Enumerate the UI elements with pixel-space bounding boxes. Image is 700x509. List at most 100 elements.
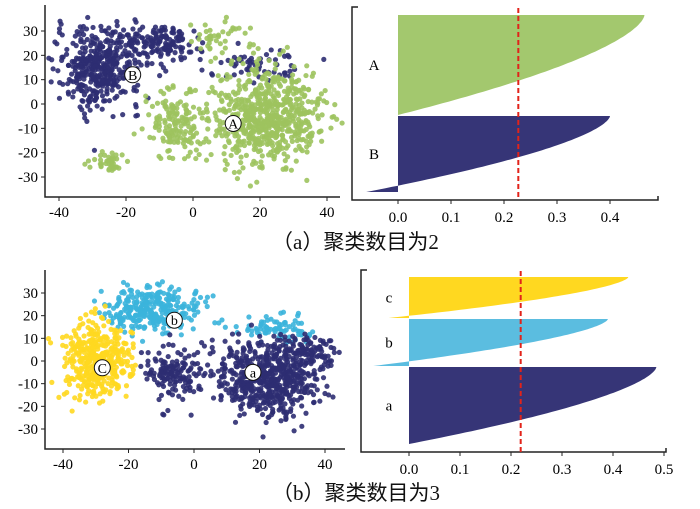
data-point	[247, 183, 254, 189]
data-point	[116, 67, 122, 73]
data-point	[282, 334, 288, 340]
data-point	[283, 166, 289, 172]
data-point	[170, 57, 176, 63]
data-point	[210, 293, 216, 299]
data-point	[92, 67, 98, 73]
y-tick-label: 20	[23, 48, 38, 64]
data-point	[130, 294, 136, 301]
data-point	[81, 333, 87, 339]
data-point	[97, 152, 104, 159]
data-point	[248, 322, 255, 328]
cluster-label-marker	[165, 311, 183, 329]
data-point	[246, 314, 252, 320]
data-point	[152, 312, 158, 318]
data-point	[290, 333, 296, 339]
data-point	[80, 321, 86, 327]
data-point	[290, 357, 296, 363]
data-point	[83, 26, 90, 32]
data-point	[123, 305, 129, 311]
data-point	[56, 394, 62, 400]
data-point	[273, 130, 280, 136]
data-point	[248, 130, 254, 136]
data-point	[124, 158, 131, 164]
data-point	[85, 359, 91, 365]
data-point	[339, 120, 345, 126]
data-point	[85, 391, 91, 397]
data-point	[90, 73, 96, 80]
data-point	[319, 348, 325, 355]
data-point	[265, 130, 271, 137]
data-point	[181, 301, 187, 307]
data-point	[240, 401, 246, 407]
data-point	[102, 311, 108, 317]
data-point	[125, 32, 131, 38]
data-point	[98, 23, 104, 29]
data-point	[258, 319, 265, 325]
data-point	[78, 376, 85, 383]
data-point	[107, 391, 113, 397]
data-point	[91, 298, 98, 304]
data-point	[196, 106, 202, 112]
data-point	[126, 59, 132, 65]
data-point	[145, 350, 151, 356]
data-point	[185, 303, 191, 310]
data-point	[113, 313, 120, 319]
data-point	[120, 349, 126, 355]
data-point	[252, 350, 258, 356]
data-point	[219, 374, 225, 380]
data-point	[260, 390, 266, 396]
data-point	[181, 131, 187, 138]
data-point	[309, 130, 315, 136]
data-point	[130, 341, 136, 347]
x-tick-label: 0.1	[442, 210, 461, 226]
data-point	[295, 116, 302, 122]
data-point	[95, 346, 101, 352]
data-point	[145, 362, 151, 368]
data-point	[303, 360, 309, 367]
data-point	[221, 126, 227, 132]
data-point	[262, 405, 269, 412]
data-point	[302, 119, 308, 126]
data-point	[93, 322, 99, 328]
data-point	[70, 339, 76, 346]
data-point	[301, 107, 307, 113]
data-point	[80, 98, 86, 104]
data-point	[105, 78, 111, 84]
data-point	[81, 92, 88, 98]
data-point	[182, 388, 188, 394]
data-point	[231, 169, 237, 176]
data-point	[149, 103, 156, 109]
data-point	[156, 318, 162, 324]
data-point	[72, 395, 78, 401]
data-point	[176, 286, 182, 293]
data-point	[84, 103, 91, 109]
data-point	[180, 383, 186, 390]
data-point	[222, 324, 228, 330]
data-point	[135, 51, 142, 57]
data-point	[162, 117, 168, 123]
data-point	[227, 74, 233, 80]
x-tick-label: 0.0	[400, 462, 419, 478]
data-point	[316, 352, 322, 359]
data-point	[143, 93, 149, 99]
data-point	[89, 33, 95, 39]
data-point	[99, 106, 105, 112]
data-point	[182, 379, 189, 386]
data-point	[156, 396, 162, 403]
data-point	[84, 118, 90, 124]
data-point	[242, 112, 248, 118]
data-point	[239, 355, 245, 361]
data-point	[230, 146, 236, 152]
data-point	[258, 159, 264, 165]
x-tick-label: 0.5	[655, 462, 674, 478]
data-point	[287, 88, 293, 94]
data-point	[176, 393, 182, 399]
data-point	[179, 36, 186, 42]
data-point	[310, 110, 316, 116]
x-tick-label: 0.0	[389, 210, 408, 226]
data-point	[83, 373, 89, 379]
data-point	[229, 394, 235, 400]
data-point	[106, 302, 112, 308]
data-point	[272, 61, 278, 67]
data-point	[222, 92, 229, 98]
